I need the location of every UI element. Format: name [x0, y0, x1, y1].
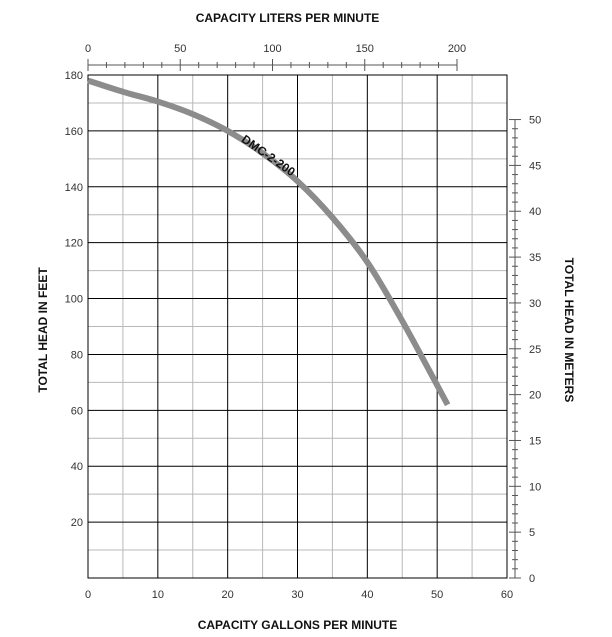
series-line-dmc-2-200 [87, 77, 451, 407]
x-bottom-tick-label: 0 [85, 589, 91, 601]
y-left-tick-label: 180 [65, 70, 83, 82]
y-right-tick-label: 40 [529, 206, 541, 218]
y-left-tick-label: 160 [65, 126, 83, 138]
y-right-tick-label: 50 [529, 115, 541, 127]
y-left-axis-title: TOTAL HEAD IN FEET [36, 267, 50, 393]
y-right-tick-label: 35 [529, 252, 541, 264]
top-axis: 0 50 100 150 200 [85, 43, 466, 71]
y-right-tick-label: 15 [529, 435, 541, 447]
y-right-tick-label: 5 [529, 527, 535, 539]
y-left-tick-label: 100 [65, 294, 83, 306]
y-right-tick-label: 25 [529, 344, 541, 356]
y-left-tick-label: 20 [71, 517, 83, 529]
y-right-tick-label: 10 [529, 481, 541, 493]
x-top-tick-label: 200 [448, 43, 466, 55]
y-left-tick-label: 80 [71, 349, 83, 361]
y-right-tick-label: 0 [529, 573, 535, 585]
y-left-tick-label: 140 [65, 182, 83, 194]
x-bottom-axis-title: CAPACITY GALLONS PER MINUTE [198, 618, 398, 632]
series-label: DMC-2-200 [239, 132, 298, 179]
x-top-tick-label: 50 [174, 43, 186, 55]
y-right-axis-title: TOTAL HEAD IN METERS [562, 258, 576, 403]
y-right-tick-label: 20 [529, 390, 541, 402]
y-right-tick-label: 30 [529, 298, 541, 310]
x-top-tick-label: 150 [356, 43, 374, 55]
x-bottom-tick-label: 50 [431, 589, 443, 601]
x-bottom-tick-label: 20 [222, 589, 234, 601]
y-left-tick-label: 40 [71, 461, 83, 473]
x-bottom-tick-label: 10 [152, 589, 164, 601]
x-top-axis-title: CAPACITY LITERS PER MINUTE [196, 11, 380, 25]
x-top-tick-label: 0 [85, 43, 91, 55]
bottom-axis: 0 10 20 30 40 50 60 [85, 589, 513, 601]
y-left-tick-label: 120 [65, 238, 83, 250]
x-bottom-tick-label: 30 [291, 589, 303, 601]
x-top-tick-label: 100 [263, 43, 281, 55]
y-left-tick-label: 60 [71, 405, 83, 417]
y-right-tick-label: 45 [529, 160, 541, 172]
grid-major [88, 75, 507, 578]
x-bottom-tick-label: 40 [361, 589, 373, 601]
plot-frame [87, 74, 508, 579]
left-axis: 20 40 60 80 100 120 140 160 180 [65, 70, 83, 529]
right-axis: 0 5 10 15 20 25 30 35 40 45 50 [509, 115, 541, 585]
x-bottom-tick-label: 60 [501, 589, 513, 601]
